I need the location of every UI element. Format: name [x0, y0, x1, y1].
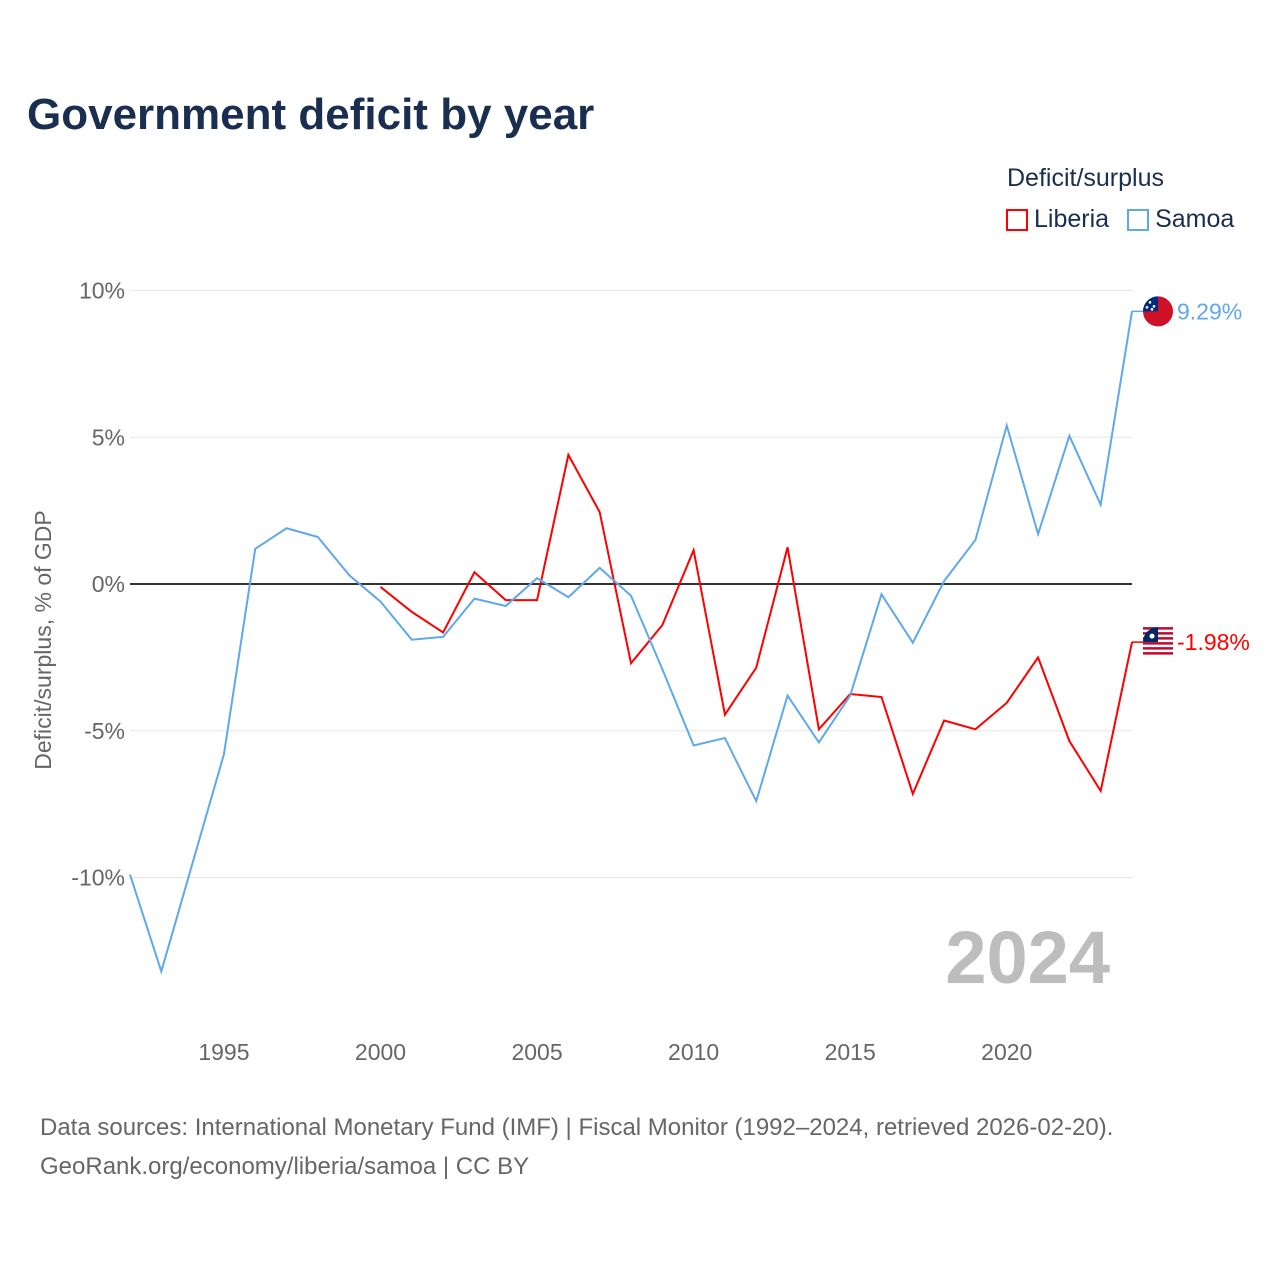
end-value-label: 9.29% [1177, 298, 1242, 324]
x-tick-label: 2020 [981, 1039, 1032, 1065]
x-tick-label: 2005 [511, 1039, 562, 1065]
legend-item-samoa[interactable]: Samoa [1127, 205, 1234, 234]
flag-canton [1143, 296, 1158, 312]
end-value-label: -1.98% [1177, 629, 1250, 655]
legend-swatch-liberia [1006, 208, 1028, 231]
flag-star [1150, 308, 1154, 311]
y-tick-label: 10% [79, 278, 125, 304]
flag-stripe [1143, 642, 1173, 645]
legend: Liberia Samoa [1006, 205, 1234, 234]
x-tick-label: 1995 [198, 1039, 249, 1065]
liberia-flag-icon [1143, 627, 1173, 658]
series-line-liberia [379, 452, 1133, 797]
flag-star [1145, 306, 1149, 309]
x-tick-label: 2010 [668, 1039, 719, 1065]
flag-star [1148, 301, 1152, 304]
source-note: Data sources: International Monetary Fun… [40, 1108, 1113, 1186]
flag-star [1149, 633, 1155, 639]
legend-label: Samoa [1155, 205, 1235, 233]
chart-title: Government deficit by year [27, 90, 595, 139]
y-axis-label: Deficit/surplus, % of GDP [30, 510, 56, 769]
legend-swatch-samoa [1127, 208, 1150, 231]
x-tick-label: 2015 [825, 1039, 876, 1065]
source-line[interactable]: Data sources: International Monetary Fun… [40, 1114, 1114, 1141]
flag-star [1152, 305, 1156, 308]
flag-stripe [1143, 652, 1173, 655]
flag-stripe [1143, 647, 1173, 650]
y-tick-label: -5% [84, 718, 125, 744]
y-tick-label: -10% [71, 865, 125, 891]
samoa-flag-icon [1143, 296, 1173, 327]
legend-item-liberia[interactable]: Liberia [1006, 205, 1109, 234]
y-tick-label: 5% [92, 424, 125, 450]
legend-title: Deficit/surplus [1007, 164, 1164, 192]
y-tick-label: 0% [92, 571, 125, 597]
source-link[interactable]: GeoRank.org/economy/liberia/samoa | CC B… [40, 1153, 530, 1180]
series-line-samoa [129, 311, 1133, 975]
x-tick-label: 2000 [355, 1039, 406, 1065]
legend-label: Liberia [1034, 205, 1110, 233]
year-watermark: 2024 [945, 916, 1110, 999]
